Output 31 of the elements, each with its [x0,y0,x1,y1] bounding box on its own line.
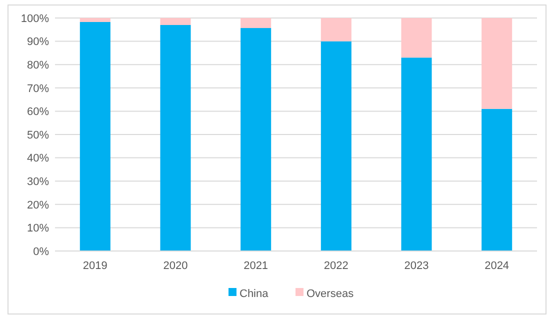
y-tick-label: 40% [26,152,50,165]
bar [401,58,432,251]
x-tick-label: 2020 [163,260,188,272]
x-tick-label: 2024 [484,260,510,272]
y-tick-label: 30% [26,176,50,188]
x-tick-label: 2022 [324,260,348,272]
y-tick-label: 50% [26,129,50,142]
y-tick-label: 60% [26,106,50,118]
x-tick-label: 2019 [82,260,108,272]
bar [160,18,191,25]
bar [160,24,191,251]
bar [240,18,272,28]
bar [401,18,432,58]
legend-label: China [240,288,270,300]
bar [80,18,110,22]
y-tick-label: 0% [33,246,50,258]
y-tick-label: 20% [26,199,50,212]
y-tick-label: 10% [26,222,50,235]
y-tick-label: 70% [26,82,50,95]
x-tick-label: 2021 [244,260,268,272]
bar [320,41,352,251]
bar [320,18,352,42]
bar [240,28,272,251]
legend-label: Overseas [306,288,354,300]
y-tick-label: 90% [26,36,50,48]
bar [482,108,512,251]
y-tick-label: 100% [20,12,50,25]
bar [80,22,110,251]
x-tick-label: 2023 [404,260,429,272]
y-tick-label: 80% [26,59,50,72]
bar [482,18,512,109]
